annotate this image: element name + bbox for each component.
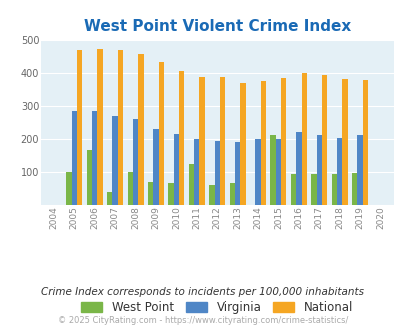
Bar [179, 71, 184, 205]
Bar [199, 77, 204, 205]
Bar [296, 132, 301, 205]
Bar [336, 138, 341, 205]
Bar [321, 75, 326, 205]
Bar [194, 139, 199, 205]
Bar [158, 62, 164, 205]
Bar [270, 135, 275, 205]
Bar [71, 111, 77, 205]
Bar [188, 164, 194, 205]
Bar [153, 129, 158, 205]
Bar [316, 135, 321, 205]
Bar [168, 183, 173, 205]
Bar [220, 77, 225, 205]
Bar [107, 192, 112, 205]
Bar [77, 50, 82, 205]
Bar [275, 139, 280, 205]
Bar [356, 135, 362, 205]
Bar [255, 139, 260, 205]
Bar [240, 83, 245, 205]
Bar [138, 54, 143, 205]
Bar [92, 111, 97, 205]
Bar [214, 141, 220, 205]
Bar [229, 183, 234, 205]
Bar [301, 73, 306, 205]
Bar [351, 173, 356, 205]
Bar [97, 49, 102, 205]
Bar [148, 182, 153, 205]
Bar [209, 185, 214, 205]
Bar [87, 150, 92, 205]
Bar [280, 78, 286, 205]
Bar [362, 80, 367, 205]
Bar [331, 174, 336, 205]
Bar [234, 142, 240, 205]
Legend: West Point, Virginia, National: West Point, Virginia, National [76, 296, 357, 319]
Text: © 2025 CityRating.com - https://www.cityrating.com/crime-statistics/: © 2025 CityRating.com - https://www.city… [58, 315, 347, 325]
Bar [341, 79, 347, 205]
Bar [127, 172, 132, 205]
Bar [117, 50, 123, 205]
Text: Crime Index corresponds to incidents per 100,000 inhabitants: Crime Index corresponds to incidents per… [41, 287, 364, 297]
Bar [290, 174, 296, 205]
Title: West Point Violent Crime Index: West Point Violent Crime Index [83, 19, 350, 34]
Bar [173, 134, 179, 205]
Bar [132, 119, 138, 205]
Bar [260, 81, 265, 205]
Bar [311, 174, 316, 205]
Bar [112, 115, 117, 205]
Bar [66, 172, 71, 205]
